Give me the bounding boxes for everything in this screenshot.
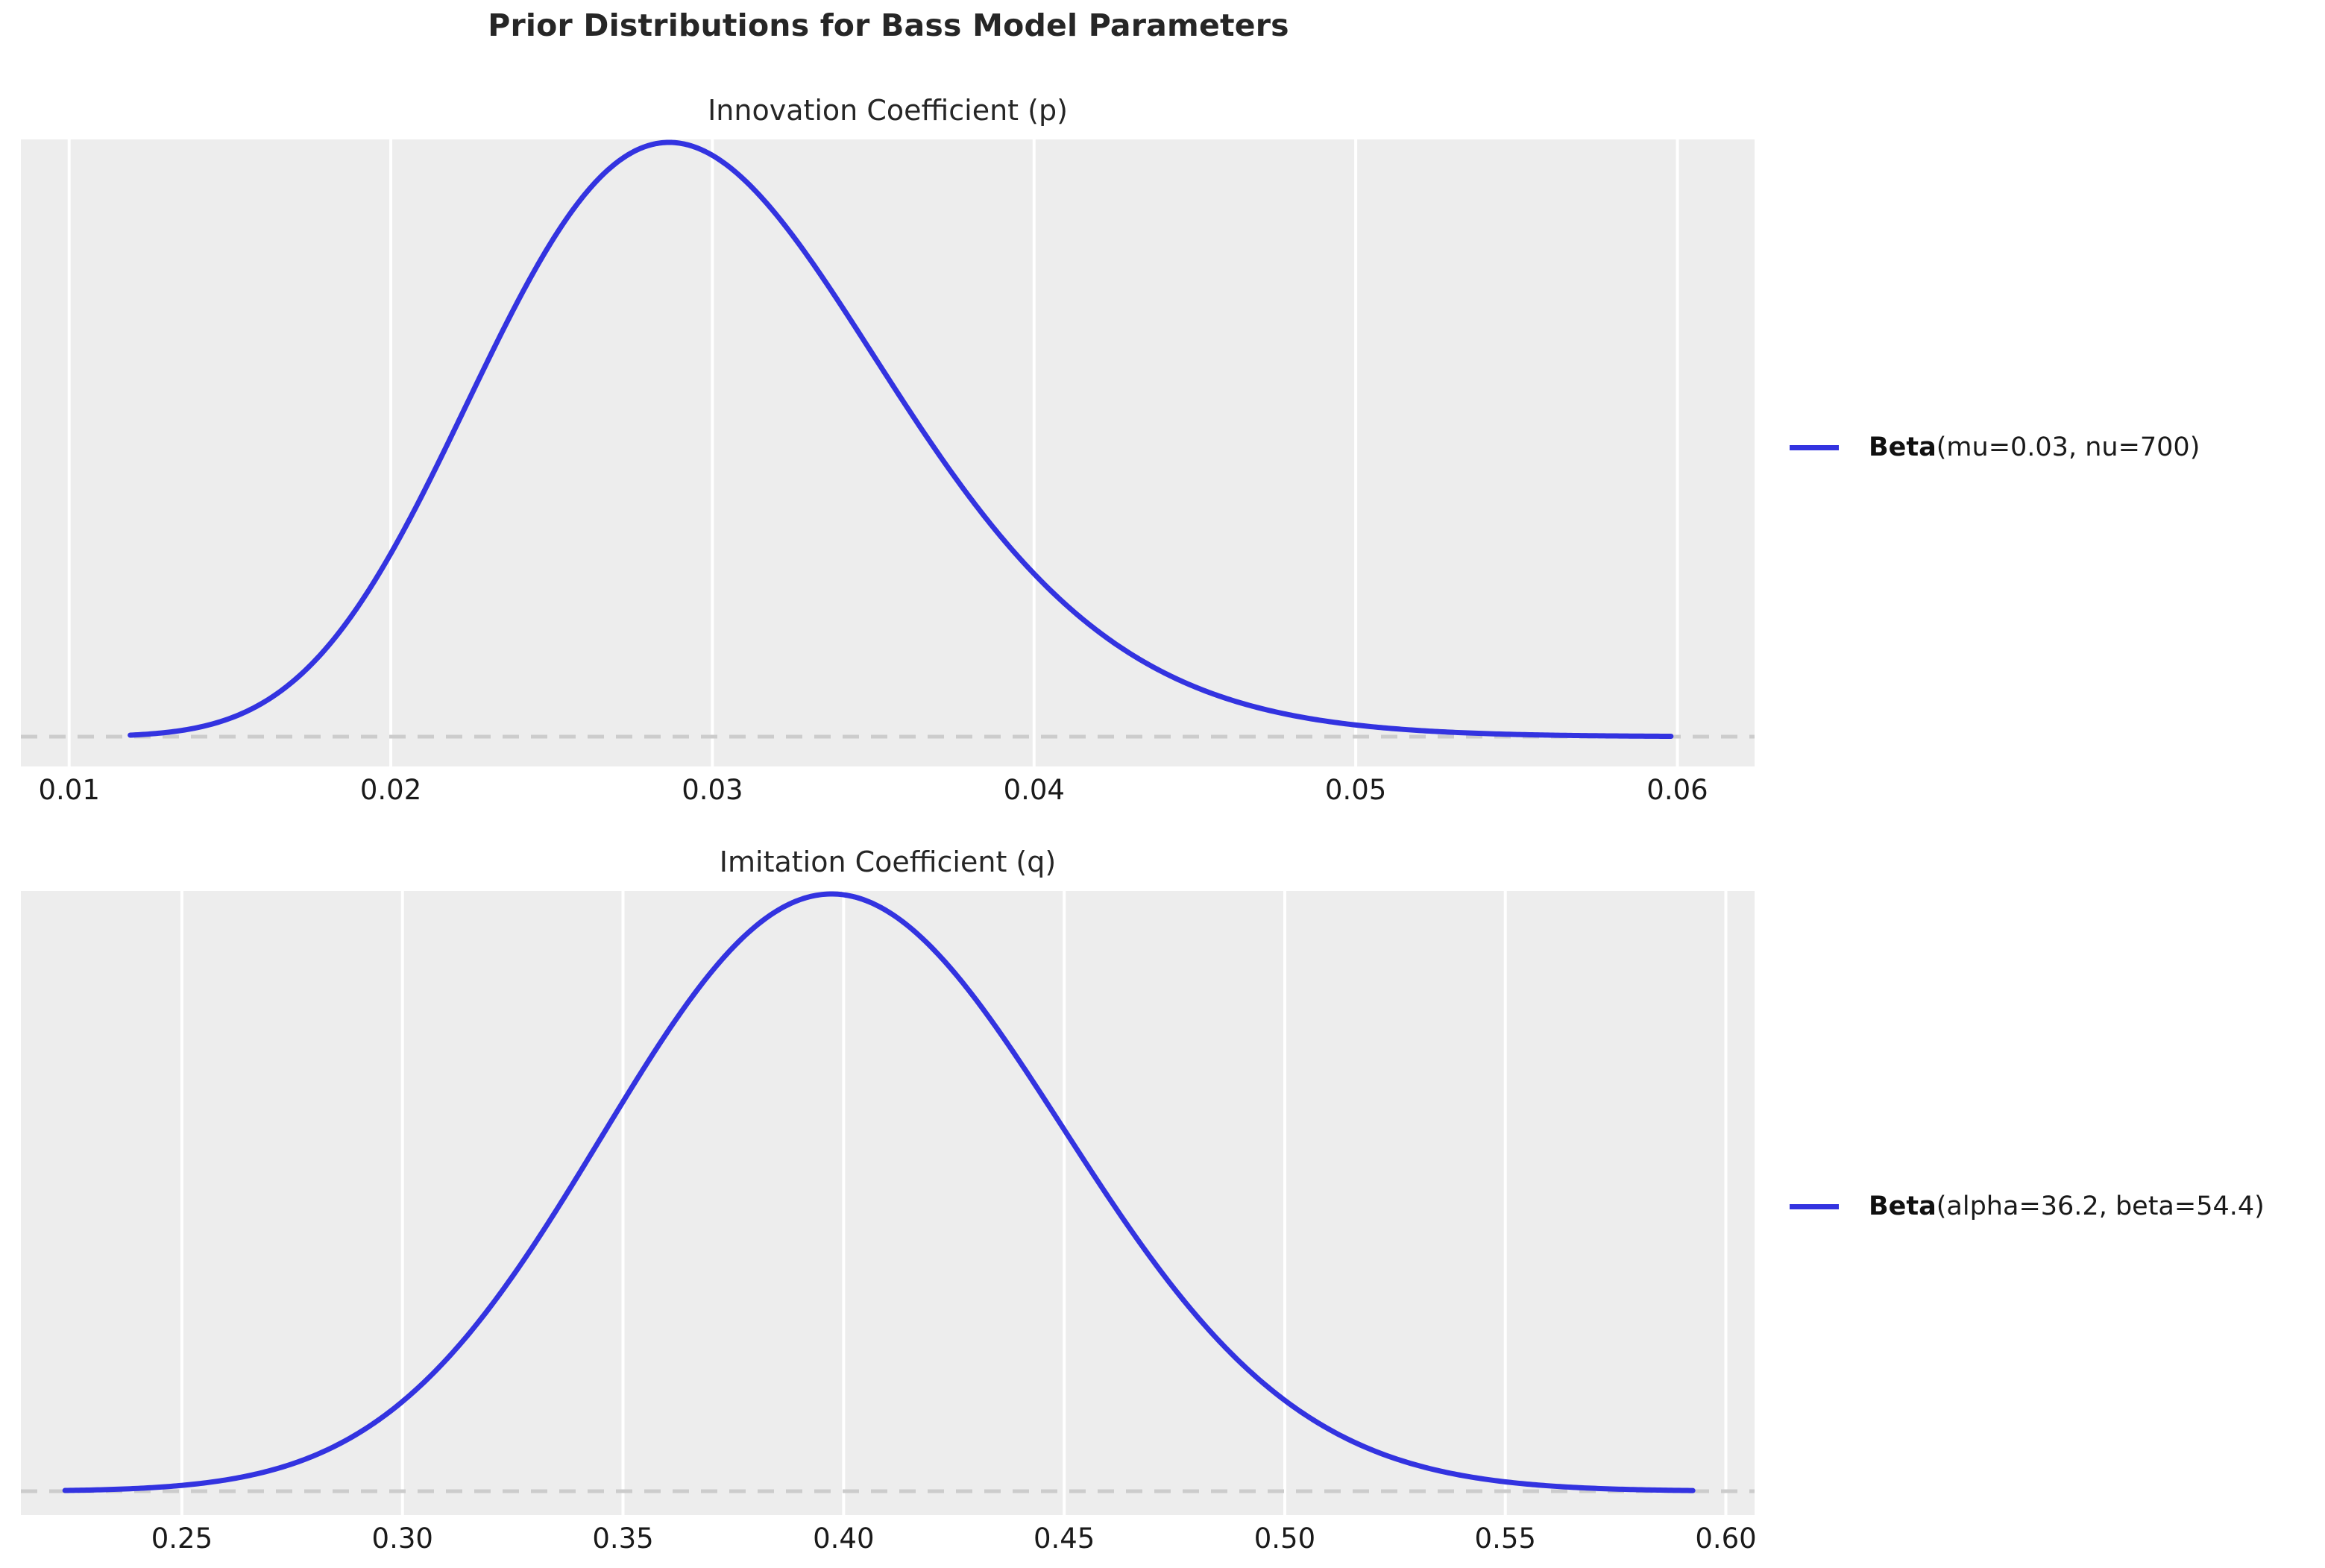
legend-line-swatch-icon bbox=[1790, 1203, 1839, 1209]
density-curve bbox=[62, 891, 1696, 1493]
density-curve bbox=[128, 139, 1674, 739]
x-tick-label: 0.02 bbox=[359, 774, 422, 806]
x-tick-label: 0.05 bbox=[1324, 774, 1387, 806]
x-tick-label: 0.35 bbox=[592, 1523, 654, 1555]
x-tick-label: 0.25 bbox=[151, 1523, 213, 1555]
x-tick-label: 0.50 bbox=[1253, 1523, 1316, 1555]
x-tick-label: 0.04 bbox=[1003, 774, 1065, 806]
x-tick-label: 0.45 bbox=[1033, 1523, 1095, 1555]
legend-label-bold-part: Beta bbox=[1869, 1191, 1937, 1221]
legend-imitation: Beta(alpha=36.2, beta=54.4) bbox=[1790, 1191, 2265, 1221]
subplot-title-innovation: Innovation Coefficient (p) bbox=[708, 94, 1068, 127]
legend-label-bold-part: Beta bbox=[1869, 432, 1937, 462]
plot-svg bbox=[21, 139, 1755, 766]
x-tick-label: 0.55 bbox=[1474, 1523, 1536, 1555]
legend-line-swatch-icon bbox=[1790, 444, 1839, 450]
x-tick-label: 0.40 bbox=[813, 1523, 875, 1555]
x-tick-label: 0.06 bbox=[1646, 774, 1708, 806]
plot-area-imitation bbox=[21, 891, 1755, 1515]
x-tick-label: 0.30 bbox=[371, 1523, 433, 1555]
x-tick-label: 0.60 bbox=[1695, 1523, 1757, 1555]
x-tick-label: 0.03 bbox=[682, 774, 743, 806]
legend-innovation: Beta(mu=0.03, nu=700) bbox=[1790, 432, 2200, 462]
subplot-title-imitation: Imitation Coefficient (q) bbox=[719, 846, 1057, 878]
plot-area-innovation bbox=[21, 139, 1755, 766]
legend-label-imitation: Beta(alpha=36.2, beta=54.4) bbox=[1869, 1191, 2265, 1221]
plot-svg bbox=[21, 891, 1755, 1515]
figure-suptitle: Prior Distributions for Bass Model Param… bbox=[488, 7, 1289, 43]
legend-label-innovation: Beta(mu=0.03, nu=700) bbox=[1869, 432, 2200, 462]
x-tick-label: 0.01 bbox=[38, 774, 100, 806]
